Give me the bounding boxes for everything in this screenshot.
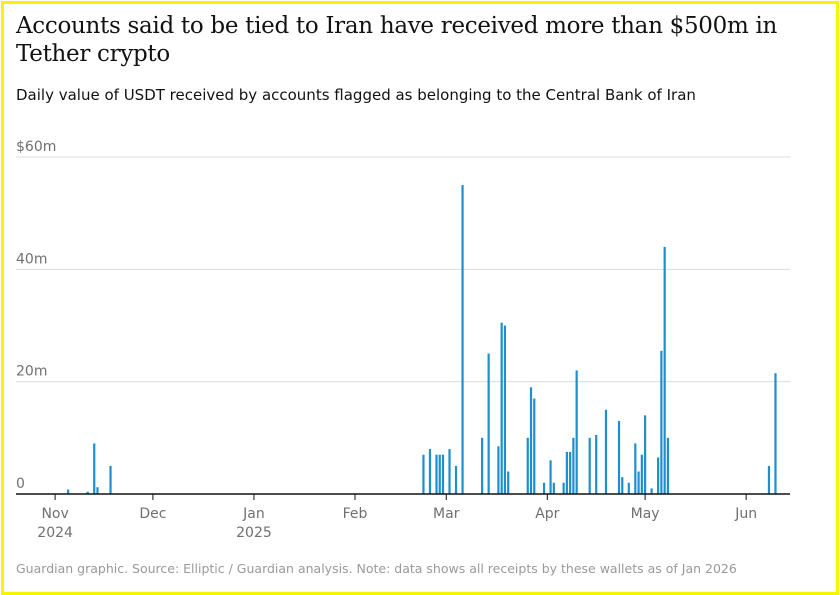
bar (663, 246, 666, 494)
y-tick-label: $60m (16, 139, 56, 155)
x-tick-year-label: 2025 (236, 525, 272, 541)
bar (569, 451, 572, 495)
bar (438, 454, 441, 494)
bar (441, 454, 445, 494)
bar (621, 477, 624, 494)
bar (549, 460, 552, 494)
bar (637, 471, 640, 494)
bar (627, 482, 630, 494)
bar (617, 420, 621, 494)
x-tick-label: Feb (343, 506, 368, 522)
bar (644, 415, 647, 494)
chart-title: Accounts said to be tied to Iran have re… (16, 13, 778, 67)
y-tick-label: 40m (16, 251, 47, 267)
x-tick-label: Dec (139, 506, 166, 522)
bar (650, 488, 653, 494)
bar (487, 353, 490, 494)
y-tick-label: 0 (16, 476, 25, 492)
bar (96, 487, 99, 494)
bar (640, 454, 643, 494)
bar (774, 373, 777, 494)
bar (500, 322, 503, 494)
bar (497, 446, 500, 494)
bar (507, 471, 510, 494)
bar (666, 437, 670, 494)
bar (109, 465, 112, 494)
bar (552, 482, 555, 494)
x-tick-label: Jun (734, 506, 757, 522)
x-tick-label: Jan (242, 506, 265, 522)
bar (526, 437, 529, 494)
bar (481, 437, 484, 494)
source-note: Guardian graphic. Source: Elliptic / Gua… (16, 561, 737, 576)
bar (542, 482, 546, 494)
bar (565, 451, 568, 495)
bar (86, 491, 89, 494)
bar (604, 409, 608, 494)
bar (588, 437, 591, 494)
bar (572, 437, 575, 494)
y-tick-label: 20m (16, 364, 47, 380)
bar (595, 435, 598, 494)
bar (529, 387, 533, 494)
bar (448, 449, 451, 494)
x-tick-label: May (631, 506, 660, 522)
bar (454, 465, 458, 494)
bar (422, 454, 425, 494)
bar (428, 449, 432, 494)
bar (435, 454, 438, 494)
bar (657, 457, 660, 494)
x-tick-label: Mar (433, 506, 460, 522)
bar (67, 489, 70, 494)
chart-subtitle: Daily value of USDT received by accounts… (16, 86, 696, 104)
bar (634, 443, 637, 494)
x-tick-year-label: 2024 (37, 525, 73, 541)
bar (660, 350, 663, 494)
bar (461, 185, 464, 494)
x-tick-label: Nov (41, 506, 68, 522)
bar (503, 325, 507, 494)
x-tick-label: Apr (535, 506, 559, 522)
bar (767, 465, 771, 494)
bar (562, 482, 565, 494)
bar (575, 370, 578, 494)
bar (93, 443, 96, 494)
bar (533, 398, 536, 494)
